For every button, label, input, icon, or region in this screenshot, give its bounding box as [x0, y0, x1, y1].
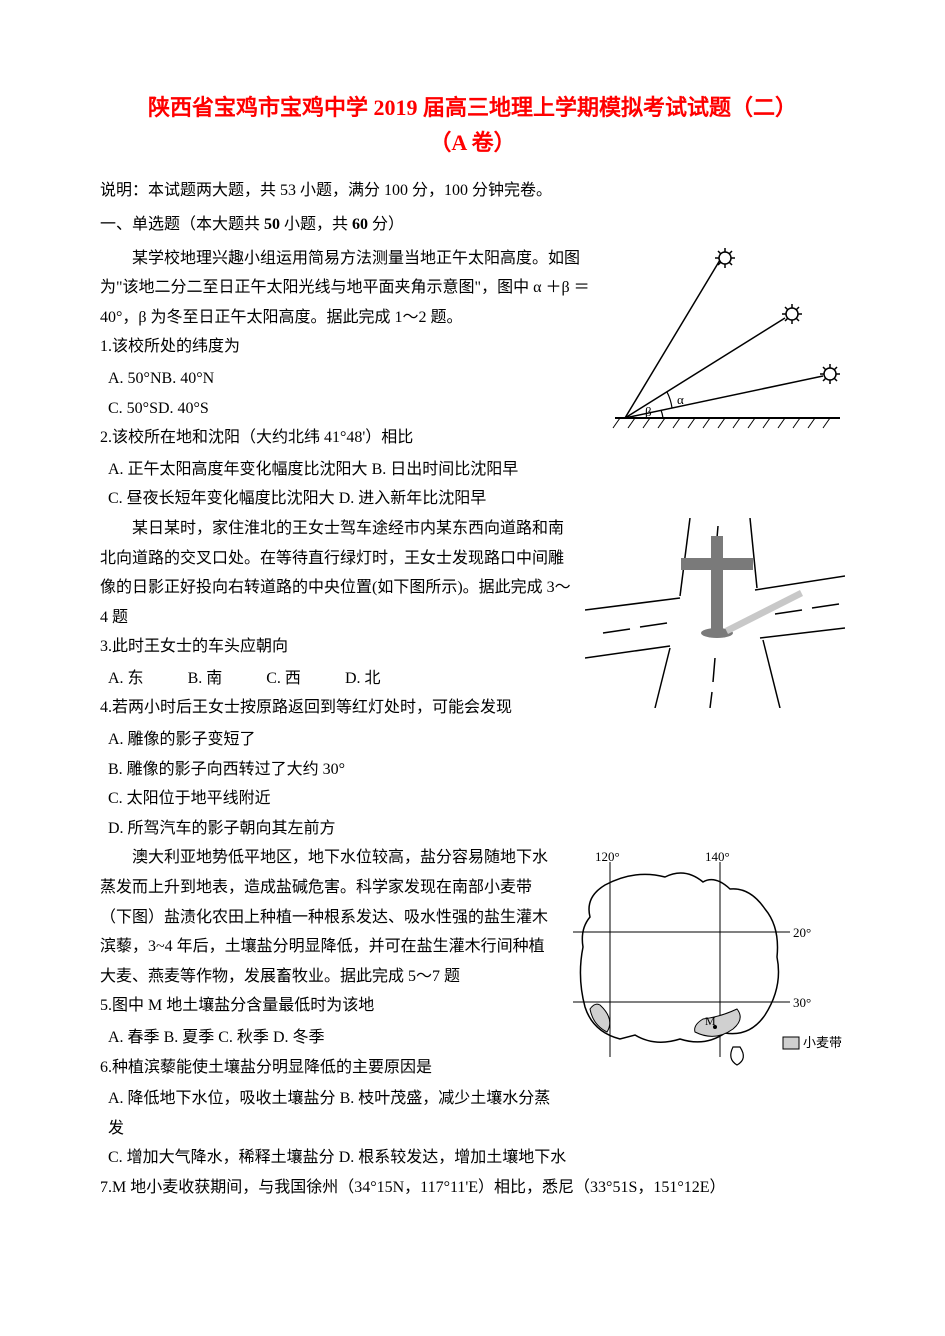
- section-1-count: 50: [264, 216, 280, 233]
- lon-140-label: 140°: [705, 849, 730, 864]
- alpha-label: α: [677, 392, 684, 407]
- section-1-prefix: 一、单选题（本大题共: [100, 216, 264, 233]
- figure-intersection: [585, 518, 845, 708]
- figure-sun-angles: α β: [605, 248, 845, 438]
- question-7-stem: 7.M 地小麦收获期间，与我国徐州（34°15N，117°11'E）相比，悉尼（…: [100, 1173, 845, 1203]
- section-1-points: 60: [352, 216, 368, 233]
- m-point-label: M: [705, 1014, 716, 1028]
- q4-option-c: C. 太阳位于地平线附近: [108, 784, 845, 814]
- beta-label: β: [645, 404, 652, 419]
- page-title-line2: （A 卷）: [100, 125, 845, 160]
- q6-options-line2: C. 增加大气降水，稀释土壤盐分 D. 根系较发达，增加土壤地下水: [108, 1143, 845, 1173]
- q2-options-line1: A. 正午太阳高度年变化幅度比沈阳大 B. 日出时间比沈阳早: [108, 455, 845, 485]
- lat-20-label: 20°: [793, 925, 811, 940]
- q4-option-b: B. 雕像的影子向西转过了大约 30°: [108, 755, 845, 785]
- legend-wheat-label: 小麦带: [803, 1035, 842, 1050]
- figure-australia-map: 120° 140° 20° 30° M 小麦带: [565, 847, 845, 1087]
- q4-option-d: D. 所驾汽车的影子朝向其左前方: [108, 814, 845, 844]
- q4-option-a: A. 雕像的影子变短了: [108, 725, 845, 755]
- q2-options-line2: C. 昼夜长短年变化幅度比沈阳大 D. 进入新年比沈阳早: [108, 484, 845, 514]
- section-1-header: 一、单选题（本大题共 50 小题，共 60 分）: [100, 210, 845, 240]
- section-1-suffix: 分）: [368, 216, 404, 233]
- section-1-mid: 小题，共: [280, 216, 352, 233]
- exam-instructions: 说明：本试题两大题，共 53 小题，满分 100 分，100 分钟完卷。: [100, 176, 845, 206]
- q6-options-line1: A. 降低地下水位，吸收土壤盐分 B. 枝叶茂盛，减少土壤水分蒸发: [108, 1084, 845, 1143]
- page-title-line1: 陕西省宝鸡市宝鸡中学 2019 届高三地理上学期模拟考试试题（二）: [100, 90, 845, 125]
- lon-120-label: 120°: [595, 849, 620, 864]
- lat-30-label: 30°: [793, 995, 811, 1010]
